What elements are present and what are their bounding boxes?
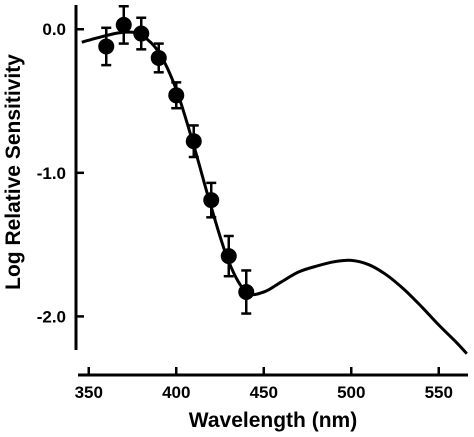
- data-point: [150, 49, 167, 66]
- data-point-group: [203, 181, 220, 219]
- data-point: [115, 16, 132, 33]
- y-tick-label: -1.0: [37, 164, 66, 183]
- data-point-group: [220, 234, 237, 278]
- data-point-group: [98, 26, 115, 67]
- data-point: [185, 133, 202, 150]
- y-ticks: 0.0 -1.0 -2.0: [37, 20, 84, 326]
- data-point: [238, 284, 255, 300]
- data-points: [98, 5, 255, 315]
- x-tick-label: 550: [425, 383, 453, 402]
- x-tick-label: 450: [250, 383, 278, 402]
- axes: [74, 5, 468, 377]
- data-point: [133, 25, 150, 42]
- y-tick-label: -2.0: [37, 307, 66, 326]
- data-point-group: [185, 124, 202, 159]
- x-tick-label: 350: [75, 383, 103, 402]
- data-point-group: [168, 81, 185, 110]
- data-point-group: [115, 5, 132, 45]
- data-point: [220, 248, 237, 265]
- data-point: [168, 87, 185, 104]
- x-tick-label: 400: [162, 383, 190, 402]
- x-tick-label: 500: [337, 383, 365, 402]
- data-point-group: [150, 42, 167, 74]
- fit-curve: [81, 30, 468, 355]
- y-tick-label: 0.0: [42, 20, 66, 39]
- data-point-group: [238, 269, 255, 315]
- y-axis-title: Log Relative Sensitivity: [2, 54, 25, 290]
- data-point: [98, 38, 115, 55]
- x-ticks: 350 400 450 500 550: [75, 367, 453, 402]
- data-point: [203, 192, 220, 209]
- x-axis-title: Wavelength (nm): [189, 409, 357, 432]
- data-point-group: [133, 16, 150, 51]
